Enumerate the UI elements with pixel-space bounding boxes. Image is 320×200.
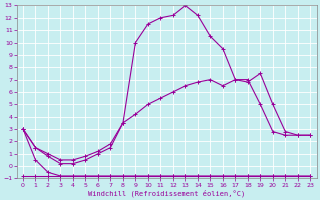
X-axis label: Windchill (Refroidissement éolien,°C): Windchill (Refroidissement éolien,°C)	[88, 189, 245, 197]
